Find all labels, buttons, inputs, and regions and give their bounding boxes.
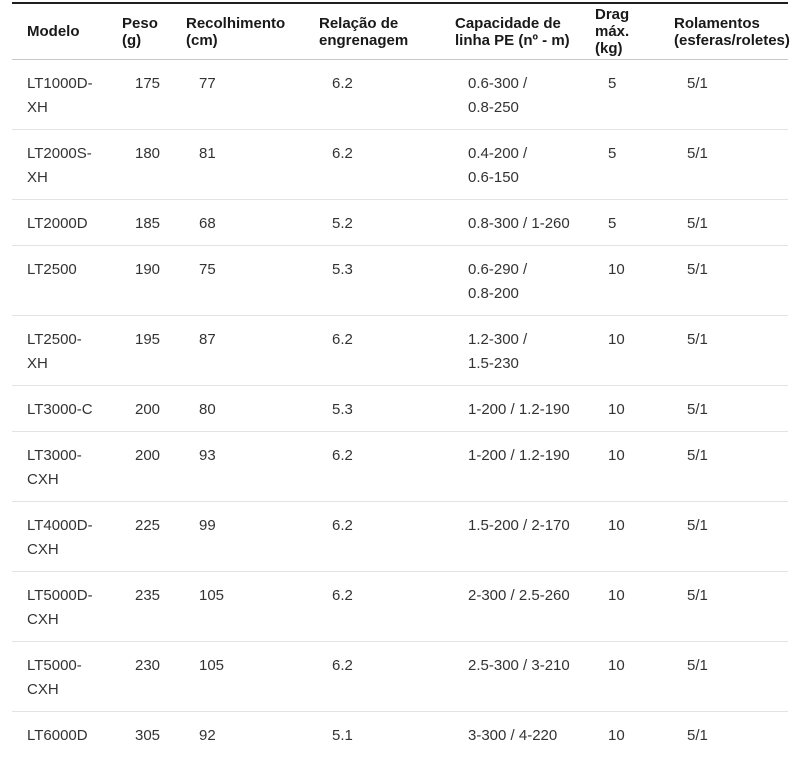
cell-modelo: LT2000S- XH — [12, 129, 107, 200]
column-header-peso: Peso (g) — [107, 3, 171, 60]
cell-capacidade-linha: 3-300 / 4-220 — [468, 727, 558, 744]
cell-peso: 230 — [107, 641, 171, 712]
column-header-recolhimento: Recolhimento (cm) — [171, 3, 304, 60]
cell-recolhimento: 81 — [171, 129, 304, 200]
cell-capacidade-linha: 1.5-200 / 2-170 — [440, 501, 580, 572]
table-row: LT6000D 305 92 5.1 3-300 / 4-220 10 5/1 — [12, 712, 788, 758]
cell-peso: 185 — [107, 199, 171, 246]
column-header-relacao-engrenagem: Relação de engrenagem — [304, 3, 440, 60]
cell-peso: 180 — [107, 129, 171, 200]
cell-capacidade-linha: 1-200 / 1.2-190 — [440, 431, 580, 502]
table-header: Modelo Peso (g) Recolhimento (cm) Relaçã… — [12, 3, 790, 60]
cell-capacidade-linha: 0.4-200 / 0.6-150 — [440, 129, 580, 200]
cell-rolamentos: 5/1 — [687, 727, 708, 744]
table-row: LT2000D 185 68 5.2 0.8-300 / 1-260 5 5/1 — [12, 199, 788, 246]
cell-relacao-engrenagem: 6.2 — [304, 641, 440, 712]
cell-drag-max: 10 — [580, 315, 659, 386]
cell-relacao-engrenagem: 5.2 — [304, 199, 440, 246]
cell-peso: 225 — [107, 501, 171, 572]
cell-modelo: LT1000D- XH — [12, 59, 107, 130]
cell-recolhimento: 92 — [199, 727, 216, 744]
cell-modelo: LT3000- CXH — [12, 431, 107, 502]
table-row: LT2000S- XH 180 81 6.2 0.4-200 / 0.6-150 5 5/1 — [12, 129, 788, 200]
cell-relacao-engrenagem: 5.3 — [304, 245, 440, 316]
cell-capacidade-linha: 1.2-300 / 1.5-230 — [440, 315, 580, 386]
cell-rolamentos: 5/1 — [659, 385, 788, 432]
cell-recolhimento: 99 — [171, 501, 304, 572]
cell-drag-max: 10 — [580, 431, 659, 502]
cell-rolamentos: 5/1 — [659, 431, 788, 502]
cell-recolhimento: 87 — [171, 315, 304, 386]
cell-modelo: LT5000- CXH — [12, 641, 107, 712]
table-row: LT2500 190 75 5.3 0.6-290 / 0.8-200 10 5/1 — [12, 245, 788, 316]
cell-rolamentos: 5/1 — [659, 245, 788, 316]
cell-capacidade-linha: 0.8-300 / 1-260 — [440, 199, 580, 246]
cell-relacao-engrenagem: 6.2 — [304, 571, 440, 642]
table-row: LT4000D- CXH 225 99 6.2 1.5-200 / 2-170 10 5/1 — [12, 501, 788, 572]
table-row: LT3000-C 200 80 5.3 1-200 / 1.2-190 10 5/1 — [12, 385, 788, 432]
cell-drag-max: 10 — [608, 727, 625, 744]
cell-peso: 235 — [107, 571, 171, 642]
cell-relacao-engrenagem: 6.2 — [304, 431, 440, 502]
cell-rolamentos: 5/1 — [659, 59, 788, 130]
cell-relacao-engrenagem: 6.2 — [304, 59, 440, 130]
cell-rolamentos: 5/1 — [659, 501, 788, 572]
cell-modelo: LT6000D — [27, 727, 88, 744]
cell-rolamentos: 5/1 — [659, 129, 788, 200]
table-body: LT1000D- XH 175 77 6.2 0.6-300 / 0.8-250 5 5/1… — [12, 59, 788, 758]
cell-capacidade-linha: 2.5-300 / 3-210 — [440, 641, 580, 712]
cell-drag-max: 10 — [580, 245, 659, 316]
cell-recolhimento: 105 — [171, 641, 304, 712]
table-row: LT1000D- XH 175 77 6.2 0.6-300 / 0.8-250 5 5/1 — [12, 59, 788, 130]
cell-relacao-engrenagem: 6.2 — [304, 315, 440, 386]
cell-peso: 195 — [107, 315, 171, 386]
cell-drag-max: 10 — [580, 501, 659, 572]
cell-modelo: LT2500 — [12, 245, 107, 316]
cell-modelo: LT5000D- CXH — [12, 571, 107, 642]
cell-capacidade-linha: 2-300 / 2.5-260 — [440, 571, 580, 642]
table-row: LT5000D- CXH 235 105 6.2 2-300 / 2.5-260 10 5/… — [12, 571, 788, 642]
cell-peso: 175 — [107, 59, 171, 130]
cell-relacao-engrenagem: 6.2 — [304, 501, 440, 572]
cell-recolhimento: 105 — [171, 571, 304, 642]
cell-modelo: LT4000D- CXH — [12, 501, 107, 572]
cell-recolhimento: 80 — [171, 385, 304, 432]
cell-capacidade-linha: 0.6-300 / 0.8-250 — [440, 59, 580, 130]
cell-rolamentos: 5/1 — [659, 315, 788, 386]
cell-recolhimento: 68 — [171, 199, 304, 246]
cell-relacao-engrenagem: 5.1 — [332, 727, 353, 744]
cell-recolhimento: 75 — [171, 245, 304, 316]
cell-relacao-engrenagem: 5.3 — [304, 385, 440, 432]
cell-rolamentos: 5/1 — [659, 641, 788, 712]
specs-table: Modelo Peso (g) Recolhimento (cm) Relaçã… — [12, 2, 790, 758]
cell-drag-max: 10 — [580, 641, 659, 712]
header-row: Modelo Peso (g) Recolhimento (cm) Relaçã… — [12, 3, 790, 60]
cell-relacao-engrenagem: 6.2 — [304, 129, 440, 200]
column-header-capacidade-linha: Capacidade de linha PE (nº - m) — [440, 3, 580, 60]
cell-peso: 190 — [107, 245, 171, 316]
cell-modelo: LT3000-C — [12, 385, 107, 432]
cell-drag-max: 5 — [580, 199, 659, 246]
cell-drag-max: 5 — [580, 129, 659, 200]
cell-recolhimento: 77 — [171, 59, 304, 130]
cell-capacidade-linha: 0.6-290 / 0.8-200 — [440, 245, 580, 316]
cell-modelo: LT2500- XH — [12, 315, 107, 386]
table-row: LT2500- XH 195 87 6.2 1.2-300 / 1.5-230 10 5/1 — [12, 315, 788, 386]
cell-peso: 200 — [107, 431, 171, 502]
table-row: LT3000- CXH 200 93 6.2 1-200 / 1.2-190 10 5/1 — [12, 431, 788, 502]
cell-drag-max: 10 — [580, 571, 659, 642]
cell-modelo: LT2000D — [12, 199, 107, 246]
cell-peso: 305 — [135, 727, 161, 744]
cell-drag-max: 10 — [580, 385, 659, 432]
table-row: LT5000- CXH 230 105 6.2 2.5-300 / 3-210 10 5/1 — [12, 641, 788, 712]
cell-rolamentos: 5/1 — [659, 571, 788, 642]
column-header-modelo: Modelo — [12, 3, 107, 60]
cell-recolhimento: 93 — [171, 431, 304, 502]
cell-rolamentos: 5/1 — [659, 199, 788, 246]
cell-drag-max: 5 — [580, 59, 659, 130]
cell-peso: 200 — [107, 385, 171, 432]
column-header-rolamentos: Rolamentos (esferas/roletes) — [659, 3, 790, 60]
cell-capacidade-linha: 1-200 / 1.2-190 — [440, 385, 580, 432]
column-header-drag-max: Drag máx. (kg) — [580, 3, 659, 60]
